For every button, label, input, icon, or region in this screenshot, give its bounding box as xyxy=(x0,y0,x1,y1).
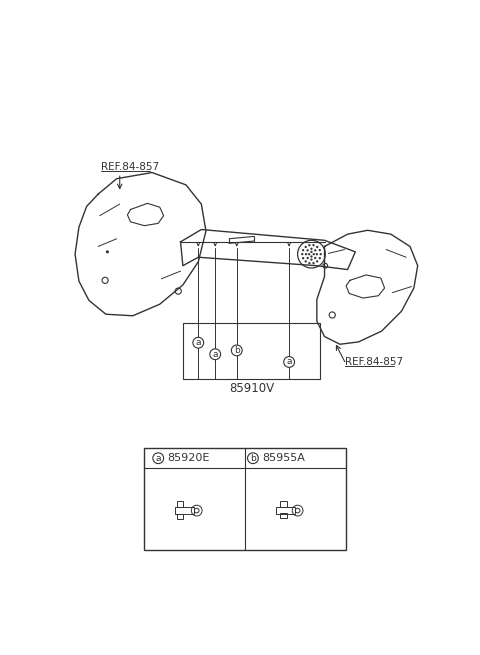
Circle shape xyxy=(302,249,304,252)
Circle shape xyxy=(302,257,304,259)
Text: a: a xyxy=(287,358,292,366)
Text: 85910V: 85910V xyxy=(229,382,274,395)
Circle shape xyxy=(301,253,303,255)
Circle shape xyxy=(310,251,312,253)
Text: REF.84-857: REF.84-857 xyxy=(345,357,403,367)
Circle shape xyxy=(193,337,204,348)
Circle shape xyxy=(153,453,164,464)
Circle shape xyxy=(304,260,307,263)
Circle shape xyxy=(308,244,311,246)
Circle shape xyxy=(284,356,295,367)
Circle shape xyxy=(308,253,310,255)
Bar xyxy=(175,507,193,514)
Circle shape xyxy=(305,253,307,255)
Circle shape xyxy=(310,258,312,261)
Bar xyxy=(280,513,287,518)
Text: a: a xyxy=(213,350,218,359)
Circle shape xyxy=(316,253,318,255)
Circle shape xyxy=(314,257,316,259)
Bar xyxy=(183,324,320,379)
Text: b: b xyxy=(234,346,240,355)
Bar xyxy=(280,501,287,507)
Circle shape xyxy=(316,260,318,263)
Circle shape xyxy=(310,255,312,257)
Text: 85920E: 85920E xyxy=(168,453,210,463)
Circle shape xyxy=(248,453,258,464)
Circle shape xyxy=(319,257,321,259)
Circle shape xyxy=(312,262,315,265)
Bar xyxy=(178,501,183,507)
Circle shape xyxy=(314,249,316,252)
Circle shape xyxy=(312,244,315,246)
Bar xyxy=(144,448,346,550)
Circle shape xyxy=(320,253,322,255)
Circle shape xyxy=(210,349,221,360)
Circle shape xyxy=(304,246,307,248)
Circle shape xyxy=(319,249,321,252)
Text: a: a xyxy=(156,454,161,462)
Bar xyxy=(276,507,295,514)
Circle shape xyxy=(106,250,109,253)
Text: b: b xyxy=(250,454,256,462)
Text: REF.84-857: REF.84-857 xyxy=(101,162,159,172)
Bar xyxy=(178,514,183,519)
Circle shape xyxy=(307,257,309,259)
Circle shape xyxy=(312,253,315,255)
Text: 85955A: 85955A xyxy=(262,453,305,463)
Text: a: a xyxy=(195,338,201,347)
Circle shape xyxy=(308,262,311,265)
Circle shape xyxy=(316,246,318,248)
Circle shape xyxy=(307,249,309,252)
Circle shape xyxy=(310,248,312,250)
Circle shape xyxy=(231,345,242,356)
